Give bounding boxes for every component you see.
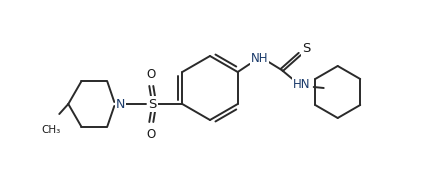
Text: NH: NH xyxy=(251,51,268,64)
Text: O: O xyxy=(147,68,156,81)
Text: S: S xyxy=(303,42,311,55)
Text: S: S xyxy=(148,98,157,111)
Text: O: O xyxy=(147,128,156,141)
Text: CH₃: CH₃ xyxy=(42,125,61,135)
Text: N: N xyxy=(116,98,125,111)
Text: HN: HN xyxy=(293,77,311,91)
